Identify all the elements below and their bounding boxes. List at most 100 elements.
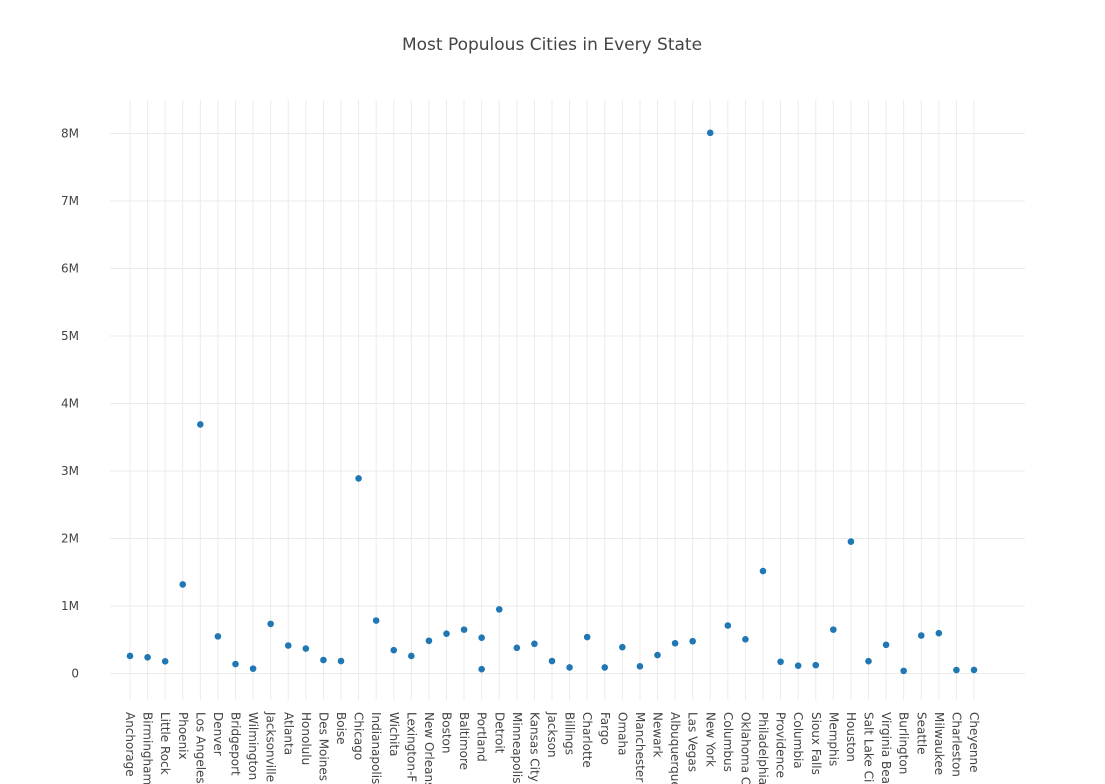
x-tick-label: Newark — [651, 712, 665, 757]
x-tick-label: Denver — [211, 712, 225, 756]
x-tick-label: Des Moines — [316, 712, 330, 781]
x-tick-label: Memphis — [826, 712, 840, 766]
data-point[interactable] — [953, 666, 960, 674]
data-point[interactable] — [777, 658, 784, 666]
x-tick-label: Baltimore — [457, 712, 471, 770]
data-point[interactable] — [408, 652, 415, 660]
y-tick-label: 2M — [61, 532, 79, 546]
x-tick-label: New York — [703, 712, 717, 767]
data-point[interactable] — [267, 620, 274, 628]
data-point[interactable] — [495, 606, 503, 613]
data-point[interactable] — [232, 660, 239, 668]
data-point[interactable] — [302, 645, 310, 652]
x-tick-label: Boston — [440, 712, 454, 753]
x-tick-label: Milwaukee — [932, 712, 946, 775]
data-point[interactable] — [900, 667, 907, 675]
x-tick-label: Wilmington — [246, 712, 260, 780]
data-point[interactable] — [179, 581, 187, 588]
data-point[interactable] — [249, 665, 257, 672]
data-point[interactable] — [882, 641, 890, 649]
x-tick-label: Charlotte — [580, 712, 594, 768]
x-tick-label: Manchester — [633, 712, 647, 782]
chart-title: Most Populous Cities in Every State — [402, 35, 702, 55]
x-tick-label: Little Rock — [158, 712, 172, 775]
data-points — [126, 129, 978, 675]
x-tick-label: Albuquerque — [668, 712, 682, 784]
data-point[interactable] — [548, 657, 556, 665]
data-point[interactable] — [742, 636, 749, 643]
y-tick-label: 0 — [71, 667, 79, 681]
x-tick-label: Detroit — [492, 712, 506, 754]
x-tick-label: Oklahoma C — [738, 712, 752, 784]
data-point[interactable] — [372, 617, 380, 624]
data-point[interactable] — [794, 662, 802, 669]
data-point[interactable] — [636, 662, 644, 670]
data-point[interactable] — [601, 664, 609, 671]
x-tick-label: Columbia — [791, 712, 805, 769]
data-point[interactable] — [654, 651, 661, 659]
x-tick-label: Portland — [475, 712, 489, 762]
data-point[interactable] — [425, 637, 433, 645]
x-tick-label: Las Vegas — [686, 712, 700, 772]
data-point[interactable] — [671, 639, 679, 647]
x-tick-label: New Orleans — [422, 712, 436, 784]
data-point[interactable] — [847, 538, 855, 545]
data-point[interactable] — [513, 644, 521, 652]
x-tick-label: Cheyenne — [967, 712, 981, 772]
x-tick-label: Los Angeles — [193, 712, 207, 784]
data-point[interactable] — [970, 666, 978, 674]
data-point[interactable] — [830, 626, 837, 633]
y-tick-label: 5M — [61, 329, 79, 343]
x-tick-label: Philadelphia — [756, 712, 770, 784]
x-tick-label: Birmingham — [141, 712, 155, 784]
data-point[interactable] — [284, 642, 292, 649]
data-point[interactable] — [460, 626, 468, 633]
y-tick-label: 3M — [61, 464, 79, 478]
x-axis-tick-labels: Anchorage Birmingham Little Rock Phoenix Los… — [123, 711, 981, 784]
data-point[interactable] — [689, 637, 696, 645]
x-tick-label: Burlington — [897, 712, 911, 774]
x-tick-label: Charleston — [949, 712, 963, 777]
data-point[interactable] — [917, 632, 925, 639]
data-point[interactable] — [144, 654, 151, 661]
data-point[interactable] — [531, 640, 538, 648]
data-point[interactable] — [355, 475, 362, 482]
x-tick-label: Kansas City — [527, 712, 541, 782]
x-tick-label: Anchorage — [123, 712, 137, 777]
x-tick-label: Wichita — [387, 712, 401, 757]
data-point[interactable] — [126, 652, 134, 660]
x-tick-label: Columbus — [721, 712, 735, 772]
y-tick-label: 8M — [61, 127, 79, 141]
data-point[interactable] — [478, 634, 485, 642]
data-point[interactable] — [161, 658, 169, 665]
y-gridlines — [110, 133, 1025, 674]
x-tick-label: Omaha — [615, 712, 629, 755]
data-point[interactable] — [443, 630, 450, 637]
data-point[interactable] — [320, 656, 327, 664]
data-point[interactable] — [619, 643, 626, 651]
data-point[interactable] — [390, 646, 398, 654]
x-tick-label: Lexington-F — [404, 712, 418, 782]
data-point[interactable] — [197, 421, 204, 428]
data-point[interactable] — [337, 657, 345, 665]
x-tick-label: Phoenix — [176, 712, 190, 760]
data-point[interactable] — [706, 129, 714, 137]
data-point[interactable] — [724, 622, 732, 629]
data-point[interactable] — [566, 664, 573, 671]
data-point[interactable] — [812, 661, 820, 669]
x-tick-label: Chicago — [352, 712, 366, 760]
data-point[interactable] — [478, 665, 485, 673]
x-tick-label: Jackson — [545, 711, 559, 758]
data-point[interactable] — [759, 567, 767, 575]
y-tick-label: 6M — [61, 262, 79, 276]
x-tick-label: Boise — [334, 712, 348, 745]
x-tick-label: Billings — [563, 712, 577, 755]
data-point[interactable] — [583, 633, 591, 641]
y-axis-tick-labels: 0 1M 2M 3M 4M 5M 6M 7M 8M — [61, 127, 79, 681]
y-tick-label: 4M — [61, 397, 79, 411]
x-tick-label: Virginia Bea — [879, 712, 893, 784]
data-point[interactable] — [214, 633, 222, 640]
data-point[interactable] — [865, 657, 872, 665]
data-point[interactable] — [935, 629, 943, 637]
x-tick-label: Sioux Falls — [809, 712, 823, 775]
